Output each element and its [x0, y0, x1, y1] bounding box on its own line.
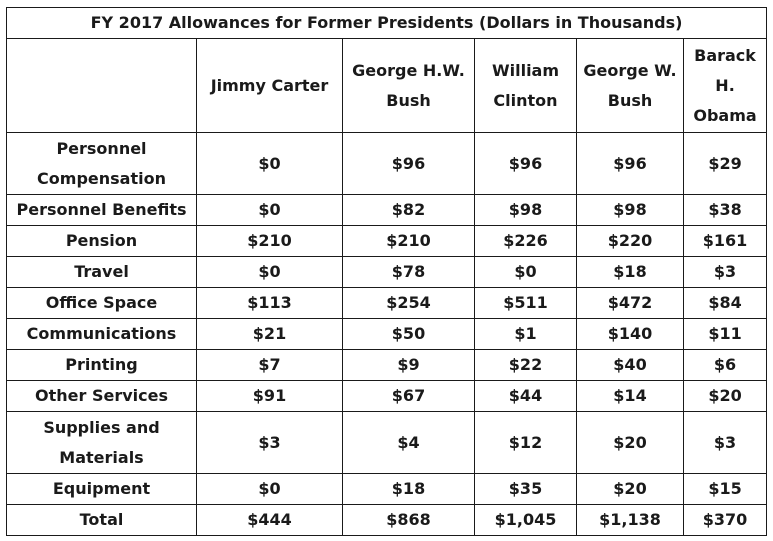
table-cell: $254: [342, 287, 475, 319]
column-header-george-hw-bush: George H.W. Bush: [342, 38, 475, 133]
total-row: Total $444 $868 $1,045 $1,138 $370: [6, 504, 768, 536]
table-row: Communications $21 $50 $1 $140 $11: [6, 318, 768, 350]
table-cell: $98: [576, 194, 684, 226]
table-cell: $78: [342, 256, 475, 288]
table-row: Supplies and Materials $3 $4 $12 $20 $3: [6, 411, 768, 474]
table-cell: $84: [682, 287, 768, 319]
table-cell: $29: [682, 132, 768, 195]
row-label: Equipment: [6, 473, 197, 505]
table-cell: $161: [682, 225, 768, 257]
table-cell: $0: [196, 194, 343, 226]
row-label: Office Space: [6, 287, 197, 319]
table-cell: $1: [474, 318, 577, 350]
table-cell: $12: [474, 411, 577, 474]
table-cell: $0: [196, 256, 343, 288]
table-cell: $9: [342, 349, 475, 381]
table-cell: $6: [682, 349, 768, 381]
total-cell: $370: [682, 504, 768, 536]
table-cell: $226: [474, 225, 577, 257]
table-cell: $96: [342, 132, 475, 195]
table-cell: $91: [196, 380, 343, 412]
table-cell: $14: [576, 380, 684, 412]
table-row: Other Services $91 $67 $44 $14 $20: [6, 380, 768, 412]
table-cell: $18: [576, 256, 684, 288]
table-cell: $472: [576, 287, 684, 319]
column-header-william-clinton: William Clinton: [474, 38, 577, 133]
table-cell: $21: [196, 318, 343, 350]
table-cell: $210: [196, 225, 343, 257]
table-cell: $3: [196, 411, 343, 474]
table-row: Personnel Compensation $0 $96 $96 $96 $2…: [6, 132, 768, 195]
table-cell: $0: [474, 256, 577, 288]
table-cell: $3: [682, 256, 768, 288]
row-label: Other Services: [6, 380, 197, 412]
header-corner: [6, 38, 197, 133]
table-row: Travel $0 $78 $0 $18 $3: [6, 256, 768, 288]
total-cell: $1,138: [576, 504, 684, 536]
table-cell: $210: [342, 225, 475, 257]
table-row: Equipment $0 $18 $35 $20 $15: [6, 473, 768, 505]
table-cell: $511: [474, 287, 577, 319]
table-cell: $3: [682, 411, 768, 474]
table-cell: $67: [342, 380, 475, 412]
table-cell: $140: [576, 318, 684, 350]
row-label: Printing: [6, 349, 197, 381]
table-cell: $38: [682, 194, 768, 226]
table-cell: $20: [576, 473, 684, 505]
table-cell: $4: [342, 411, 475, 474]
table-cell: $50: [342, 318, 475, 350]
table-cell: $40: [576, 349, 684, 381]
table-cell: $44: [474, 380, 577, 412]
table-cell: $96: [474, 132, 577, 195]
table-cell: $96: [576, 132, 684, 195]
total-cell: $444: [196, 504, 343, 536]
table-cell: $7: [196, 349, 343, 381]
table-cell: $35: [474, 473, 577, 505]
row-label: Supplies and Materials: [6, 411, 197, 474]
column-header-george-w-bush: George W. Bush: [576, 38, 684, 133]
row-label: Pension: [6, 225, 197, 257]
table-row: Personnel Benefits $0 $82 $98 $98 $38: [6, 194, 768, 226]
table-title: FY 2017 Allowances for Former Presidents…: [5, 7, 768, 39]
row-label: Personnel Benefits: [6, 194, 197, 226]
table-cell: $11: [682, 318, 768, 350]
table-row: Office Space $113 $254 $511 $472 $84: [6, 287, 768, 319]
column-header-barack-h-obama: Barack H. Obama: [682, 38, 768, 133]
row-label: Travel: [6, 256, 197, 288]
total-cell: $1,045: [474, 504, 577, 536]
table-cell: $15: [682, 473, 768, 505]
column-header-jimmy-carter: Jimmy Carter: [196, 38, 343, 133]
table-row: Printing $7 $9 $22 $40 $6: [6, 349, 768, 381]
table-cell: $82: [342, 194, 475, 226]
table-cell: $20: [682, 380, 768, 412]
table-cell: $22: [474, 349, 577, 381]
header-row: Jimmy Carter George H.W. Bush William Cl…: [6, 38, 768, 133]
table-row: Pension $210 $210 $226 $220 $161: [6, 225, 768, 257]
row-label: Communications: [6, 318, 197, 350]
row-label: Total: [6, 504, 197, 536]
allowances-table: FY 2017 Allowances for Former Presidents…: [5, 7, 768, 536]
table-cell: $0: [196, 473, 343, 505]
table-cell: $113: [196, 287, 343, 319]
table-cell: $98: [474, 194, 577, 226]
total-cell: $868: [342, 504, 475, 536]
table-cell: $18: [342, 473, 475, 505]
row-label: Personnel Compensation: [6, 132, 197, 195]
table-cell: $220: [576, 225, 684, 257]
table-cell: $0: [196, 132, 343, 195]
table-cell: $20: [576, 411, 684, 474]
